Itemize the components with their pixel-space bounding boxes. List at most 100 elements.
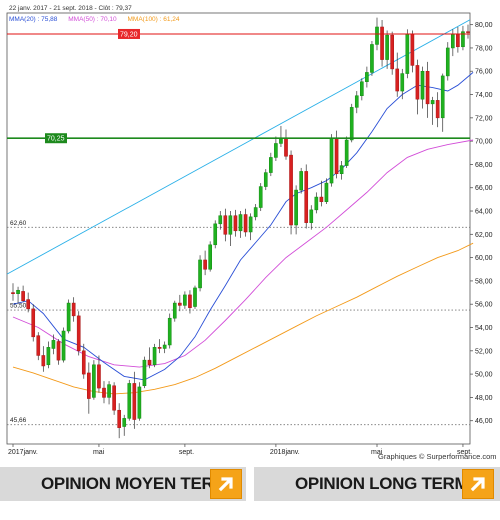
- opinion-mid-term-button[interactable]: OPINION MOYEN TERME: [0, 467, 246, 501]
- candle-body: [208, 244, 212, 270]
- candle-body: [248, 216, 253, 233]
- candle-body: [167, 317, 172, 346]
- candle-body: [314, 196, 319, 211]
- candle-body: [269, 157, 273, 173]
- y-tick-label: 72,00: [475, 115, 493, 122]
- candle-body: [41, 355, 46, 367]
- candle-body: [430, 100, 435, 105]
- candle-body: [324, 182, 329, 202]
- x-tick-label: mai: [93, 449, 105, 456]
- x-tick-label: 2018janv.: [270, 449, 300, 456]
- ma-legend-item: MMA(20) : 75,88: [9, 16, 58, 23]
- candle-body: [420, 70, 425, 100]
- opinion-long-term-label: OPINION LONG TERME: [295, 474, 480, 493]
- candle-body: [370, 44, 374, 73]
- candle-body: [456, 33, 460, 48]
- y-tick-label: 60,00: [475, 255, 493, 262]
- candle-body: [354, 95, 359, 108]
- candle-body: [56, 341, 61, 361]
- candle-body: [329, 138, 334, 184]
- y-tick-label: 46,00: [475, 418, 493, 425]
- candle-body: [218, 215, 223, 225]
- opinion-bar: OPINION MOYEN TERME OPINION LONG TERME: [0, 462, 500, 520]
- level-label-bg: [8, 218, 34, 227]
- opinion-long-term-button[interactable]: OPINION LONG TERME: [254, 467, 500, 501]
- level-support-label-bg: [45, 133, 67, 144]
- candle-body: [92, 364, 96, 398]
- level-resistance-label: 79,20: [120, 31, 138, 38]
- candle-body: [152, 347, 157, 366]
- candle-body: [162, 344, 167, 349]
- candle-body: [178, 302, 182, 306]
- opinion-mid-term-label: OPINION MOYEN TERME: [41, 474, 239, 493]
- candle-body: [183, 294, 187, 306]
- candle-body: [339, 165, 344, 175]
- candle-body: [21, 291, 25, 301]
- x-tick-label: mai: [371, 449, 383, 456]
- chart-range-label: 22 janv. 2017 - 21 sept. 2018 - Clôt : 7…: [9, 5, 132, 12]
- candle-body: [400, 73, 405, 92]
- candle-body: [26, 299, 30, 310]
- chart-area: 46,00 48,00 50,00 52,00 54,00 56,00 58,00 60,00…: [6, 5, 493, 456]
- candle-body: [238, 214, 243, 232]
- candle-body: [147, 359, 152, 366]
- level-support-label: 70,25: [47, 136, 65, 143]
- candle-body: [137, 386, 142, 419]
- candle-body: [279, 138, 283, 144]
- candle-body: [188, 294, 192, 308]
- candle-body: [304, 171, 309, 223]
- candle-body: [309, 209, 314, 223]
- candle-body: [198, 259, 202, 289]
- candle-body: [405, 33, 410, 74]
- y-tick-label: 68,00: [475, 162, 493, 169]
- ma-legend-item: MMA(100) : 61,24: [128, 16, 180, 23]
- y-tick-label: 70,00: [475, 139, 493, 146]
- candle-body: [435, 100, 440, 119]
- candle-body: [213, 223, 218, 246]
- level-resistance-label-bg: [118, 28, 140, 39]
- candle-body: [132, 383, 137, 420]
- candle-body: [31, 308, 36, 338]
- candle-body: [284, 138, 288, 157]
- candle-body: [451, 33, 455, 49]
- arrow-up-right-icon[interactable]: [462, 469, 494, 499]
- x-tick-label: sept.: [179, 449, 194, 456]
- level-label-bg: [8, 415, 34, 424]
- y-tick-label: 74,00: [475, 92, 493, 99]
- candle-body: [122, 418, 127, 427]
- candle-body: [203, 259, 207, 270]
- y-tick-label: 62,00: [475, 232, 493, 239]
- candle-body: [228, 215, 233, 235]
- candle-body: [410, 33, 415, 66]
- candle-body: [97, 364, 101, 389]
- level-label: 62,60: [10, 220, 27, 227]
- trend-line: [7, 19, 470, 275]
- candle-body: [299, 171, 303, 191]
- candle-body: [360, 81, 364, 96]
- y-tick-label: 78,00: [475, 45, 493, 52]
- candle-body: [71, 302, 76, 317]
- candle-body: [11, 292, 15, 294]
- candle-body: [81, 350, 86, 375]
- candle-body: [294, 189, 298, 226]
- x-tick-label: sept.: [457, 449, 472, 456]
- candle-body: [440, 75, 445, 119]
- candle-body: [263, 172, 268, 187]
- candle-body: [193, 287, 197, 307]
- y-tick-label: 52,00: [475, 348, 493, 355]
- arrow-up-right-icon[interactable]: [210, 469, 242, 499]
- candle-body: [66, 302, 71, 332]
- candle-body: [344, 139, 349, 166]
- candle-body: [274, 143, 278, 158]
- candle-body: [334, 138, 339, 175]
- candle-body: [289, 154, 293, 226]
- candle-body: [415, 65, 420, 100]
- level-label: 45,66: [10, 417, 27, 424]
- candle-body: [365, 72, 369, 82]
- ma-legend-item: MMA(50) : 70,10: [68, 16, 117, 23]
- candle-body: [375, 26, 379, 45]
- candle-body: [36, 335, 41, 356]
- candle-body: [461, 31, 465, 48]
- candle-body: [172, 302, 177, 319]
- candle-body: [223, 215, 228, 235]
